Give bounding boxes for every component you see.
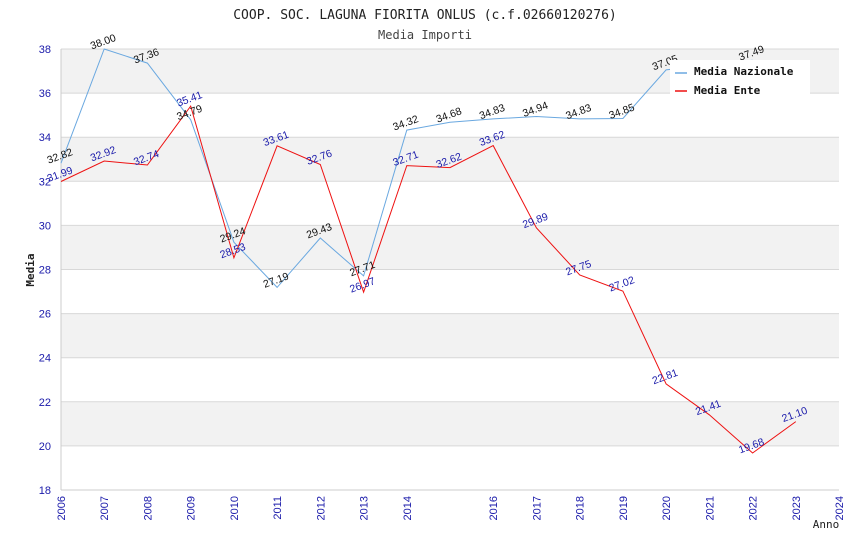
grid-band xyxy=(61,401,839,446)
series-lines xyxy=(60,48,797,454)
y-tick-label: 38 xyxy=(39,44,51,56)
legend: Media Nazionale Media Ente xyxy=(670,60,810,100)
chart-title: COOP. SOC. LAGUNA FIORITA ONLUS (c.f.026… xyxy=(233,8,617,23)
x-tick-label: 2024 xyxy=(834,496,846,520)
data-label-nazionale: 34.32 xyxy=(391,113,420,133)
x-tick-label: 2023 xyxy=(791,496,803,520)
x-tick-label: 2011 xyxy=(272,496,284,520)
x-tick-label: 2014 xyxy=(402,496,414,520)
y-tick-labels: 18 20 22 24 26 28 30 32 34 36 38 xyxy=(39,44,51,497)
legend-box xyxy=(670,60,810,100)
x-tick-label: 2019 xyxy=(618,496,630,520)
y-tick-label: 24 xyxy=(39,353,51,365)
y-tick-label: 28 xyxy=(39,265,51,277)
x-tick-label: 2013 xyxy=(359,496,371,520)
x-axis-label: Anno xyxy=(813,518,840,531)
legend-label-ente: Media Ente xyxy=(694,84,761,97)
y-tick-label: 26 xyxy=(39,309,51,321)
plot-bands xyxy=(61,49,839,446)
y-tick-label: 22 xyxy=(39,397,51,409)
grid-lines xyxy=(61,48,839,491)
data-label-ente: 22.81 xyxy=(651,367,680,387)
legend-label-nazionale: Media Nazionale xyxy=(694,65,794,78)
data-label-nazionale: 27.19 xyxy=(262,270,291,290)
y-tick-label: 30 xyxy=(39,220,51,232)
y-tick-label: 20 xyxy=(39,441,51,453)
x-tick-label: 2022 xyxy=(748,496,760,520)
x-tick-label: 2021 xyxy=(704,496,716,520)
axes xyxy=(60,49,839,491)
x-tick-label: 2020 xyxy=(661,496,673,520)
series-line-ente xyxy=(60,104,797,454)
x-tick-label: 2006 xyxy=(56,496,68,520)
y-tick-label: 18 xyxy=(39,485,51,497)
chart-subtitle: Media Importi xyxy=(378,28,472,42)
x-tick-label: 2010 xyxy=(229,496,241,520)
x-tick-label: 2009 xyxy=(186,496,198,520)
x-tick-label: 2012 xyxy=(315,496,327,520)
x-tick-label: 2008 xyxy=(142,496,154,520)
y-axis-label: Media xyxy=(24,253,37,286)
grid-band xyxy=(61,313,839,358)
y-tick-label: 36 xyxy=(39,88,51,100)
series-line-nazionale xyxy=(60,48,753,289)
x-tick-label: 2017 xyxy=(531,496,543,520)
grid-band xyxy=(61,137,839,182)
x-tick-label: 2018 xyxy=(575,496,587,520)
grid-band xyxy=(61,225,839,270)
x-tick-label: 2007 xyxy=(99,496,111,520)
x-tick-labels: 2006 2007 2008 2009 2010 2011 2012 2013 2014 2016… xyxy=(56,496,846,520)
y-tick-label: 34 xyxy=(39,132,51,144)
y-tick-label: 32 xyxy=(39,176,51,188)
x-tick-label: 2016 xyxy=(488,496,500,520)
data-label-ente: 27.02 xyxy=(607,274,636,294)
